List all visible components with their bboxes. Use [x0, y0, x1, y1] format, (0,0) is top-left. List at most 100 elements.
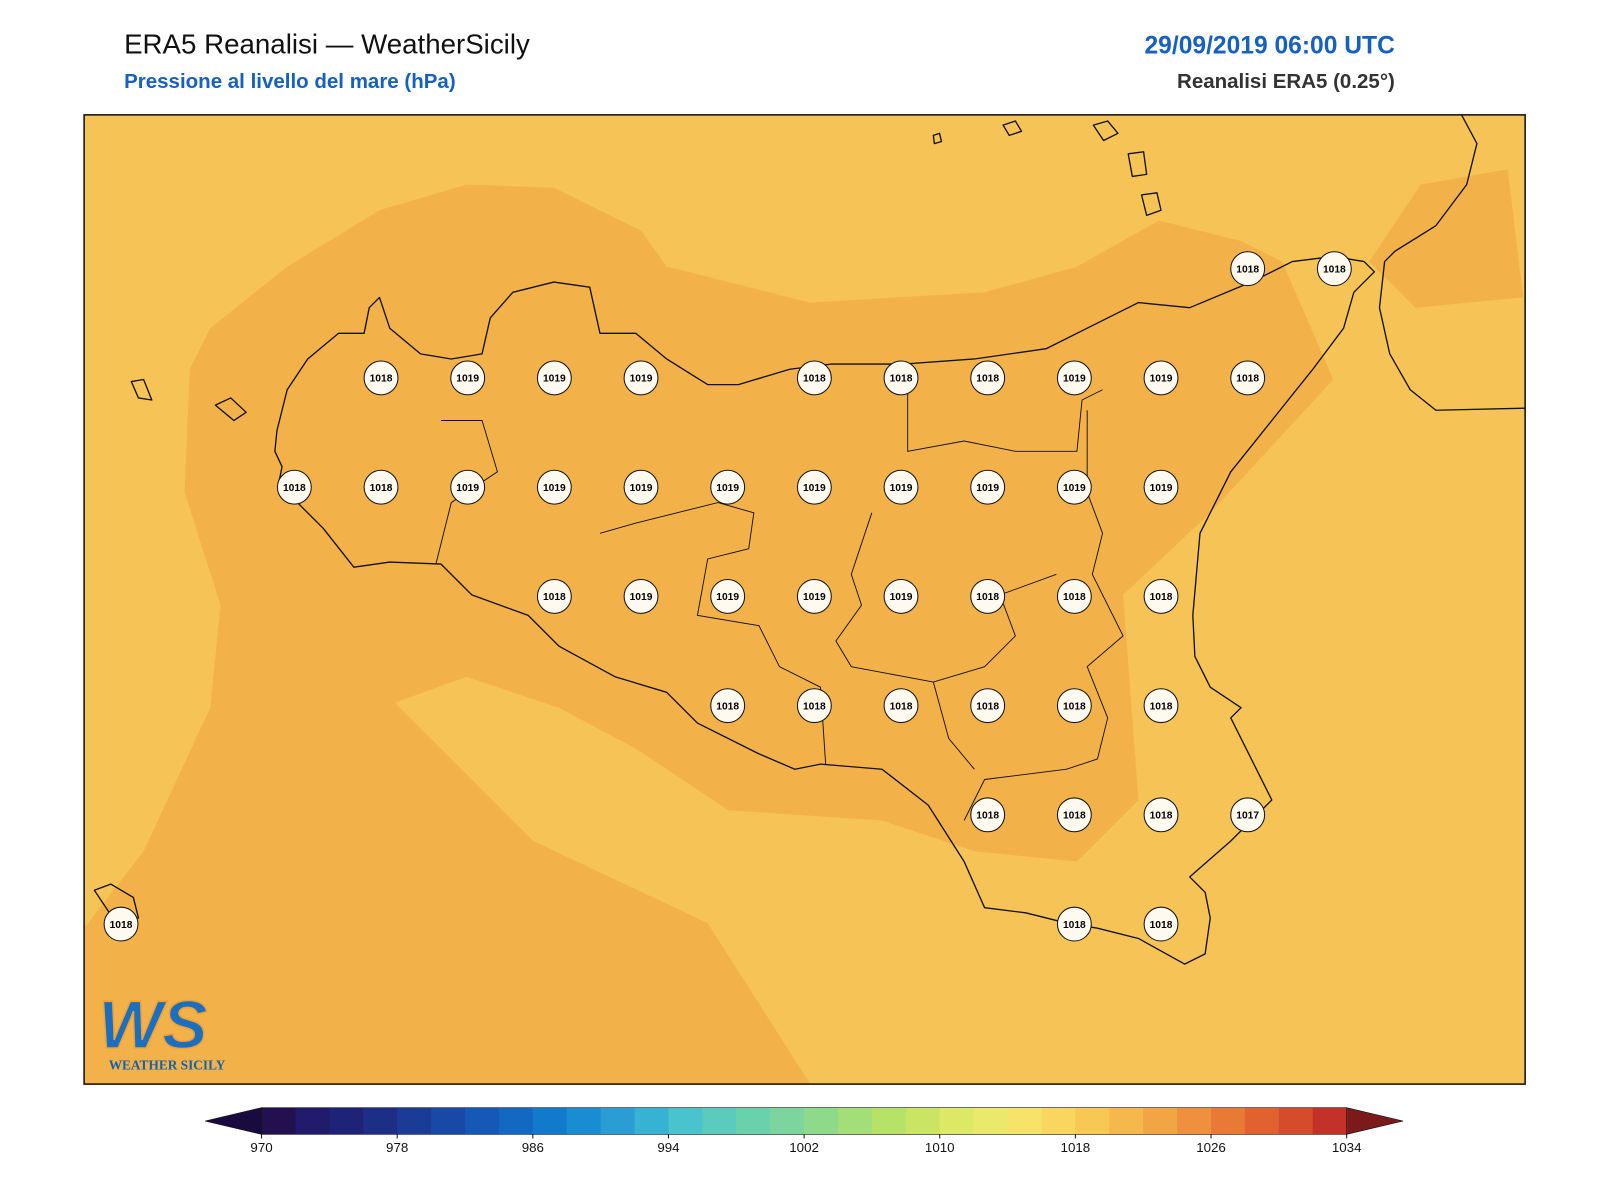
station-marker — [883, 688, 919, 724]
station-marker — [1056, 906, 1092, 942]
colorbar-tick-label: 1026 — [1196, 1140, 1226, 1155]
station: 1018 — [1056, 688, 1092, 724]
station-value: 1018 — [976, 701, 999, 712]
station: 1017 — [1230, 797, 1266, 833]
colorbar-segment — [1211, 1107, 1246, 1135]
station: 1018 — [1230, 360, 1266, 396]
station: 1019 — [450, 469, 486, 505]
station-value: 1019 — [890, 483, 913, 494]
station: 1019 — [710, 578, 746, 614]
station-marker — [623, 578, 659, 614]
station-marker — [1056, 688, 1092, 724]
colorbar-segment — [804, 1107, 839, 1135]
station-marker — [883, 469, 919, 505]
title: ERA5 Reanalisi — WeatherSicily — [124, 28, 530, 59]
station-marker — [796, 469, 832, 505]
station-marker — [450, 360, 486, 396]
colorbar-tick-label: 1010 — [925, 1140, 955, 1155]
station-marker — [1230, 797, 1266, 833]
station-value: 1019 — [716, 592, 739, 603]
station: 1019 — [450, 360, 486, 396]
colorbar-segment — [1244, 1107, 1280, 1135]
station: 1018 — [1143, 797, 1179, 833]
station: 1019 — [796, 578, 832, 614]
colorbar-segment — [465, 1107, 500, 1135]
logo-name: WEATHER SICILY — [109, 1058, 226, 1073]
colorbar: 970 978 986 994 1002 1010 1018 1026 1034 — [205, 1107, 1404, 1155]
station-value: 1019 — [1063, 374, 1086, 385]
station-marker — [1143, 797, 1179, 833]
colorbar-over — [1346, 1107, 1404, 1135]
station-marker — [970, 688, 1006, 724]
station-marker — [710, 688, 746, 724]
station-value: 1019 — [456, 483, 479, 494]
station-marker — [536, 360, 572, 396]
coastline — [1378, 114, 1526, 411]
colorbar-segment — [295, 1107, 330, 1135]
station-value: 1018 — [543, 592, 566, 603]
date: 29/09/2019 06:00 UTC — [1144, 32, 1395, 59]
station: 1019 — [1143, 469, 1179, 505]
station-marker — [710, 469, 746, 505]
station-value: 1019 — [803, 592, 826, 603]
station-value: 1018 — [890, 374, 913, 385]
station: 1018 — [103, 906, 139, 942]
station: 1018 — [1056, 797, 1092, 833]
colorbar-segment — [838, 1107, 873, 1135]
station-value: 1017 — [1236, 811, 1259, 822]
station-marker — [883, 360, 919, 396]
colorbar-tick-label: 1002 — [789, 1140, 819, 1155]
station-marker — [1056, 360, 1092, 396]
station-value: 1018 — [890, 701, 913, 712]
station: 1018 — [1143, 688, 1179, 724]
station: 1018 — [1143, 578, 1179, 614]
station: 1018 — [363, 360, 399, 396]
colorbar-segment — [668, 1107, 703, 1135]
station: 1018 — [796, 688, 832, 724]
station-value: 1018 — [976, 592, 999, 603]
station-marker — [970, 797, 1006, 833]
station: 1019 — [970, 469, 1006, 505]
station-marker — [103, 906, 139, 942]
subtitle: Pressione al livello del mare (hPa) — [124, 70, 456, 93]
station-value: 1018 — [716, 701, 739, 712]
colorbar-segment — [1109, 1107, 1144, 1135]
stations: 1018 1018 1018 1019 1019 1019 1018 1018 1018 1019… — [103, 251, 1352, 942]
colorbar-under — [205, 1107, 262, 1135]
station: 1019 — [536, 360, 572, 396]
station-marker — [1143, 578, 1179, 614]
station-marker — [1230, 251, 1266, 287]
colorbar-segment — [1278, 1107, 1314, 1135]
station-marker — [450, 469, 486, 505]
station-value: 1018 — [1323, 264, 1346, 275]
colorbar-segment — [363, 1107, 398, 1135]
station-marker — [276, 469, 312, 505]
station-marker — [1056, 578, 1092, 614]
colorbar-tick-label: 986 — [522, 1140, 544, 1155]
station-value: 1019 — [803, 483, 826, 494]
station-value: 1018 — [803, 701, 826, 712]
station-value: 1019 — [1150, 483, 1173, 494]
station-marker — [796, 360, 832, 396]
colorbar-segment — [1143, 1107, 1178, 1135]
colorbar-tick-label: 1018 — [1061, 1140, 1091, 1155]
station: 1018 — [1316, 251, 1352, 287]
station-marker — [970, 360, 1006, 396]
station-marker — [970, 578, 1006, 614]
station-value: 1019 — [1150, 374, 1173, 385]
station: 1019 — [536, 469, 572, 505]
map: 1018 1018 1018 1019 1019 1019 1018 1018 1018 1019… — [83, 114, 1526, 1085]
colorbar-tick-label: 978 — [386, 1140, 408, 1155]
colorbar-segment — [939, 1107, 975, 1135]
pressure-contour — [84, 184, 1334, 1085]
station-value: 1018 — [1236, 264, 1259, 275]
colorbar-segment — [329, 1107, 364, 1135]
colorbar-segment — [634, 1107, 669, 1135]
station-value: 1019 — [1063, 483, 1086, 494]
station-value: 1019 — [976, 483, 999, 494]
station: 1019 — [883, 469, 919, 505]
station-value: 1018 — [1063, 920, 1086, 931]
colorbar-segment — [431, 1107, 466, 1135]
island — [93, 120, 1162, 922]
station-value: 1019 — [630, 592, 653, 603]
